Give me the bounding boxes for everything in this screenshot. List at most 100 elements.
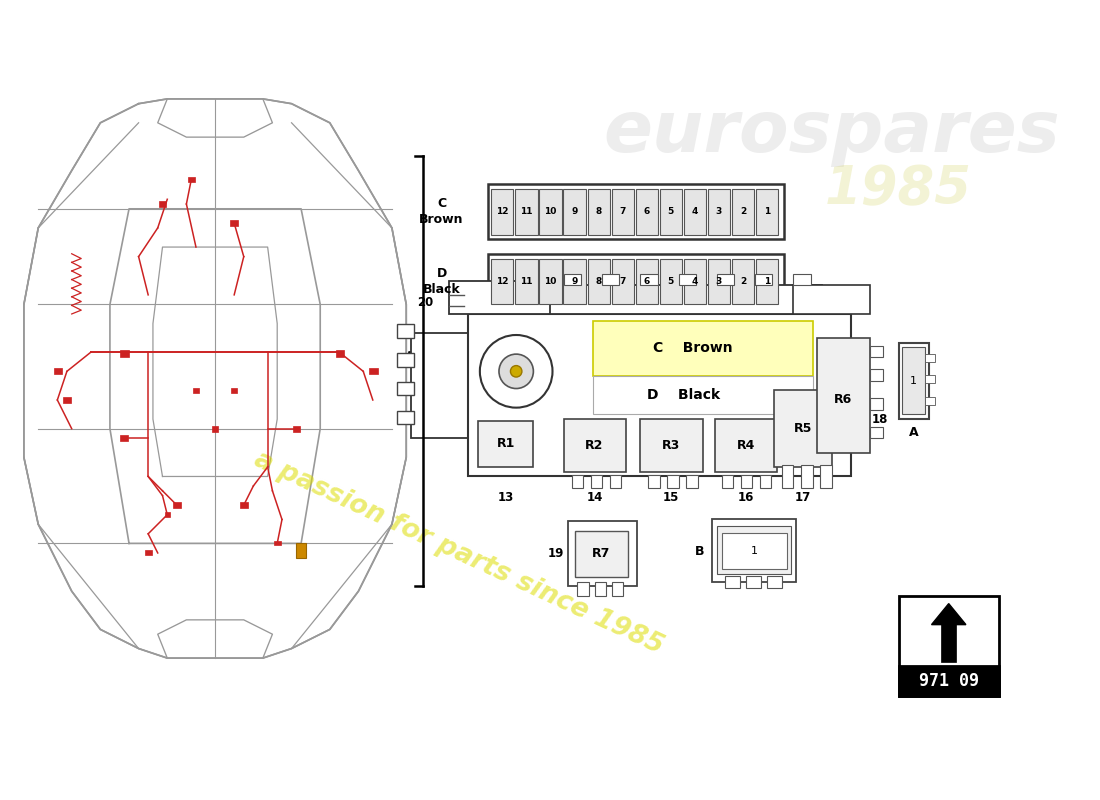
Bar — [593, 321, 813, 376]
Text: 5: 5 — [668, 277, 674, 286]
Bar — [120, 350, 129, 357]
Text: 2: 2 — [740, 277, 746, 286]
Bar — [397, 410, 414, 424]
Bar — [684, 189, 706, 234]
Bar — [572, 474, 583, 488]
Text: B: B — [695, 545, 704, 558]
Bar — [640, 274, 658, 286]
Bar — [817, 338, 870, 453]
Text: 16: 16 — [737, 491, 754, 504]
Text: 8: 8 — [595, 277, 602, 286]
Text: 1985: 1985 — [825, 164, 972, 216]
Text: 19: 19 — [548, 547, 564, 560]
Bar — [544, 286, 822, 314]
Polygon shape — [932, 604, 966, 625]
Bar — [595, 582, 606, 596]
Text: A: A — [909, 426, 918, 439]
Bar — [568, 522, 637, 586]
Bar — [767, 576, 782, 588]
Text: R4: R4 — [736, 439, 755, 452]
Bar — [899, 666, 999, 696]
Bar — [587, 189, 609, 234]
Text: 3: 3 — [716, 207, 722, 216]
Text: 3: 3 — [716, 277, 722, 286]
Bar — [740, 474, 752, 488]
Bar — [487, 254, 784, 309]
Bar — [194, 387, 199, 394]
Bar — [793, 274, 811, 286]
Bar — [756, 274, 772, 286]
Bar — [240, 502, 248, 508]
Text: 18: 18 — [871, 413, 888, 426]
Text: R5: R5 — [794, 422, 812, 435]
Text: 2: 2 — [740, 207, 746, 216]
Bar — [679, 274, 696, 286]
Bar — [145, 550, 152, 555]
Bar — [165, 512, 170, 517]
Bar — [707, 258, 730, 305]
Bar — [732, 189, 754, 234]
Bar — [725, 576, 740, 588]
Bar — [120, 435, 128, 441]
Bar — [368, 369, 377, 374]
Text: 7: 7 — [619, 277, 626, 286]
Bar — [397, 353, 414, 366]
Bar — [230, 220, 238, 226]
Text: C
Brown: C Brown — [419, 197, 464, 226]
Bar — [756, 258, 778, 305]
Text: R6: R6 — [834, 394, 852, 406]
Text: 4: 4 — [692, 277, 698, 286]
Bar — [684, 258, 706, 305]
Bar — [188, 178, 195, 182]
Text: 971 09: 971 09 — [918, 672, 979, 690]
Bar — [578, 582, 588, 596]
Bar — [336, 350, 344, 357]
Text: a passion for parts since 1985: a passion for parts since 1985 — [250, 446, 668, 659]
Text: R2: R2 — [585, 439, 604, 452]
Bar — [411, 333, 483, 438]
Bar — [612, 189, 634, 234]
Bar — [612, 258, 634, 305]
Text: 17: 17 — [795, 491, 811, 504]
Bar — [902, 347, 925, 414]
Text: 11: 11 — [520, 277, 532, 286]
Text: 6: 6 — [644, 277, 650, 286]
Bar — [212, 426, 218, 431]
Circle shape — [499, 354, 534, 389]
Bar — [774, 390, 832, 467]
Circle shape — [480, 335, 552, 408]
Text: D
Black: D Black — [422, 267, 461, 296]
Bar — [173, 502, 180, 508]
Bar — [54, 369, 62, 374]
Text: 11: 11 — [520, 207, 532, 216]
Text: 10: 10 — [544, 207, 557, 216]
Text: D    Black: D Black — [647, 388, 720, 402]
Text: 12: 12 — [496, 277, 508, 286]
Text: 12: 12 — [496, 207, 508, 216]
Text: 20: 20 — [417, 296, 433, 309]
Text: 15: 15 — [663, 491, 679, 504]
Text: 1: 1 — [763, 277, 770, 286]
Bar — [563, 189, 585, 234]
Bar — [231, 387, 238, 394]
Bar — [925, 397, 935, 405]
Bar — [899, 596, 999, 696]
Bar — [63, 397, 70, 403]
Circle shape — [510, 366, 521, 377]
Bar — [539, 258, 562, 305]
Bar — [564, 419, 626, 472]
Bar — [563, 258, 585, 305]
Bar — [539, 189, 562, 234]
Bar — [492, 258, 514, 305]
Bar — [636, 189, 658, 234]
Bar — [722, 474, 734, 488]
Text: R1: R1 — [496, 438, 515, 450]
Text: 5: 5 — [668, 207, 674, 216]
Bar — [717, 274, 734, 286]
Text: 6: 6 — [644, 207, 650, 216]
Bar — [870, 426, 883, 438]
Text: 8: 8 — [595, 207, 602, 216]
Bar — [660, 258, 682, 305]
Bar — [707, 189, 730, 234]
Bar — [469, 314, 850, 477]
